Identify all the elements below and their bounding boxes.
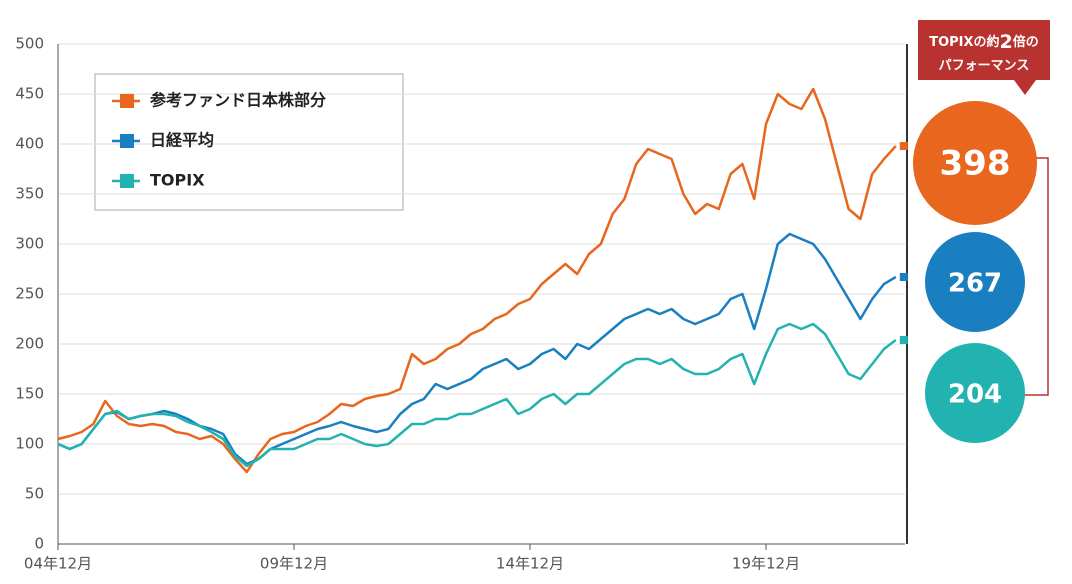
x-tick-label: 19年12月 [732, 555, 800, 573]
annotation-part: 2 [1000, 31, 1013, 53]
y-tick-label: 100 [15, 435, 44, 453]
y-tick-label: 50 [25, 485, 44, 503]
y-tick-label: 350 [15, 185, 44, 203]
annotation-pointer [1014, 80, 1036, 95]
end-circle [925, 232, 1025, 332]
legend-marker [120, 174, 134, 188]
series-line [57, 87, 897, 474]
y-tick-label: 250 [15, 285, 44, 303]
y-tick-label: 400 [15, 135, 44, 153]
end-value-label: 267 [948, 269, 1002, 299]
annotation-line1: TOPIXの約2倍の [929, 31, 1039, 53]
x-tick-label: 09年12月 [260, 555, 328, 573]
end-marker [899, 336, 908, 344]
end-marker [899, 142, 908, 150]
x-tick-label: 14年12月 [496, 555, 564, 573]
y-tick-label: 200 [15, 335, 44, 353]
annotation-line2: パフォーマンス [939, 59, 1030, 74]
end-marker [899, 273, 908, 281]
end-circle [913, 101, 1037, 225]
annotation-part: 倍の [1013, 34, 1039, 50]
y-tick-label: 500 [15, 35, 44, 53]
end-value-label: 204 [948, 380, 1002, 410]
legend-marker [120, 134, 134, 148]
end-value-label: 398 [940, 144, 1011, 184]
end-circle [925, 343, 1025, 443]
legend-label: 日経平均 [150, 131, 214, 150]
x-tick-label: 04年12月 [24, 555, 92, 573]
y-tick-label: 300 [15, 235, 44, 253]
legend-label: TOPIX [150, 171, 205, 190]
annotation-box [918, 20, 1050, 80]
legend-box [94, 73, 404, 211]
legend-marker [120, 94, 134, 108]
legend-label: 参考ファンド日本株部分 [150, 91, 326, 110]
series-line [57, 232, 897, 466]
y-tick-label: 150 [15, 385, 44, 403]
y-tick-label: 0 [34, 535, 44, 553]
y-tick-label: 450 [15, 85, 44, 103]
annotation-part: TOPIXの約 [929, 34, 999, 50]
series-line [57, 322, 897, 468]
